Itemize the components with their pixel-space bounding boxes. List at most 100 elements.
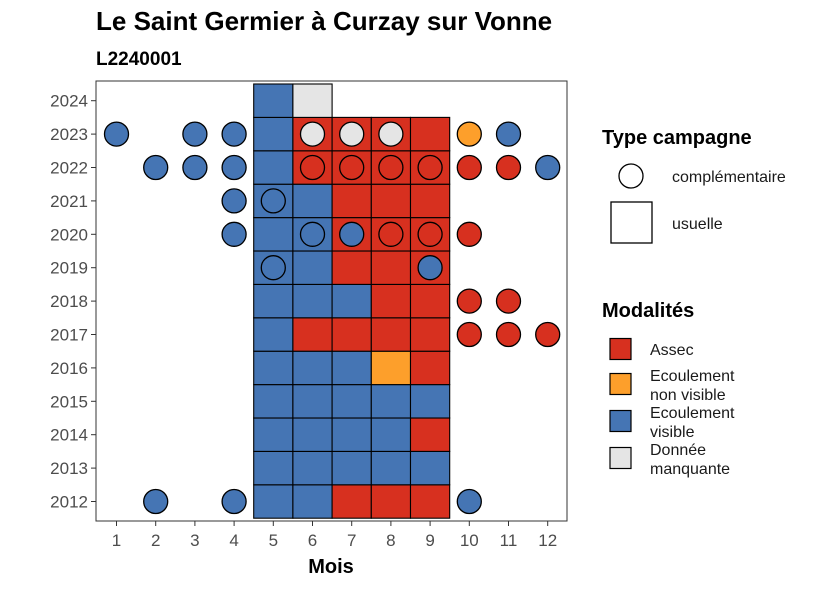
point-2023-7: [339, 121, 365, 147]
legend-type-label: usuelle: [672, 216, 723, 233]
tile-2012-5: [253, 484, 294, 519]
point-2023-3: [182, 121, 208, 147]
point-2022-6: [299, 154, 326, 181]
y-tick-label: 2018: [50, 292, 88, 311]
tile-2017-5: [253, 317, 294, 352]
tile-2017-6: [292, 317, 333, 352]
tile-2018-6: [292, 283, 333, 319]
tile-2019-8: [370, 250, 412, 285]
chart-title: Le Saint Germier à Curzay sur Vonne: [96, 6, 552, 36]
point-2018-11: [495, 288, 522, 314]
tile-2014-7: [331, 417, 372, 452]
point-2020-7: [339, 221, 365, 247]
point-2022-9: [417, 154, 443, 181]
tile-2024-6: [292, 83, 333, 118]
legend-modalite-label: Assec: [650, 342, 694, 359]
tile-2019-6: [292, 250, 333, 285]
tile-2012-8: [370, 484, 412, 519]
tile-2016-7: [331, 350, 372, 386]
tile-2016-6: [292, 350, 333, 386]
legend-circle-icon: [618, 163, 644, 189]
x-tick-label: 9: [425, 531, 434, 550]
y-tick-label: 2024: [50, 92, 88, 111]
tile-2021-6: [292, 183, 333, 219]
legend-modalites-title: Modalités: [602, 300, 694, 322]
x-tick-label: 12: [538, 531, 557, 550]
plot-area: 2012 2013 2014 2015 2016 2017 2018 2019 2020 2021…: [50, 80, 568, 550]
tile-2020-5: [253, 217, 294, 252]
x-tick-label: 11: [500, 531, 518, 550]
legend-key-swatch: [609, 446, 632, 470]
point-2022-4: [221, 154, 247, 181]
tile-2013-6: [292, 450, 333, 486]
point-2019-9: [417, 255, 443, 281]
y-tick-label: 2016: [50, 359, 88, 378]
tile-2012-9: [409, 484, 451, 519]
x-tick-label: 7: [347, 531, 356, 550]
tile-2021-9: [409, 183, 451, 219]
tile-2023-9: [409, 116, 451, 152]
tile-2015-6: [292, 384, 333, 419]
y-tick-label: 2020: [50, 225, 88, 244]
x-tick-label: 3: [190, 531, 199, 550]
tile-2016-8: [370, 350, 412, 386]
legend-modalite-label: Ecoulement: [650, 368, 735, 385]
tile-2013-5: [253, 450, 294, 486]
x-axis-title: Mois: [308, 556, 354, 578]
point-2012-4: [221, 488, 247, 515]
tile-2012-7: [331, 484, 372, 519]
tile-2014-6: [292, 417, 333, 452]
point-2022-7: [339, 154, 365, 181]
legend-type-title: Type campagne: [602, 127, 752, 149]
legend-modalite-label: Ecoulement: [650, 405, 735, 422]
y-tick-label: 2017: [50, 326, 88, 345]
tile-2021-8: [370, 183, 412, 219]
x-tick-label: 10: [460, 531, 479, 550]
tile-2015-9: [409, 384, 451, 419]
tile-2012-6: [292, 484, 333, 519]
legend-type-label: complémentaire: [672, 169, 786, 186]
legend-key-swatch: [609, 372, 632, 396]
point-2023-6: [299, 121, 326, 147]
tile-2015-7: [331, 384, 372, 419]
legend-square-icon: [610, 201, 653, 244]
legend-modalite-label: manquante: [650, 461, 730, 478]
tile-2017-9: [409, 317, 451, 352]
tile-2022-5: [253, 150, 294, 185]
x-tick-label: 2: [151, 531, 160, 550]
point-2023-11: [495, 121, 522, 147]
point-2022-3: [182, 154, 208, 181]
tile-2017-7: [331, 317, 372, 352]
point-2023-4: [221, 121, 247, 147]
tile-2013-7: [331, 450, 372, 486]
y-tick-label: 2012: [50, 493, 88, 512]
point-2017-12: [535, 321, 561, 348]
point-2021-5: [260, 188, 286, 214]
tile-2017-8: [370, 317, 412, 352]
point-2023-8: [378, 121, 404, 147]
point-2019-5: [260, 255, 286, 281]
legend-key-swatch: [609, 409, 632, 433]
point-2020-4: [221, 221, 247, 247]
point-2012-2: [143, 488, 169, 515]
point-2017-10: [456, 321, 482, 348]
tile-2015-5: [253, 384, 294, 419]
tile-2018-5: [253, 283, 294, 319]
y-tick-label: 2021: [50, 192, 88, 211]
point-2012-10: [456, 488, 482, 515]
legend-key-swatch: [609, 337, 632, 361]
tile-2014-9: [409, 417, 451, 452]
y-tick-label: 2013: [50, 459, 88, 478]
tile-2018-8: [370, 283, 412, 319]
y-tick-label: 2023: [50, 125, 88, 144]
tile-2018-7: [331, 283, 372, 319]
y-tick-label: 2015: [50, 392, 88, 411]
x-tick-label: 8: [386, 531, 395, 550]
point-2023-1: [103, 121, 130, 147]
x-tick-label: 1: [112, 531, 121, 550]
legend-modalite-label: Donnée: [650, 442, 706, 459]
tile-2013-8: [370, 450, 412, 486]
point-2020-8: [378, 221, 404, 247]
tile-2024-5: [253, 83, 294, 118]
